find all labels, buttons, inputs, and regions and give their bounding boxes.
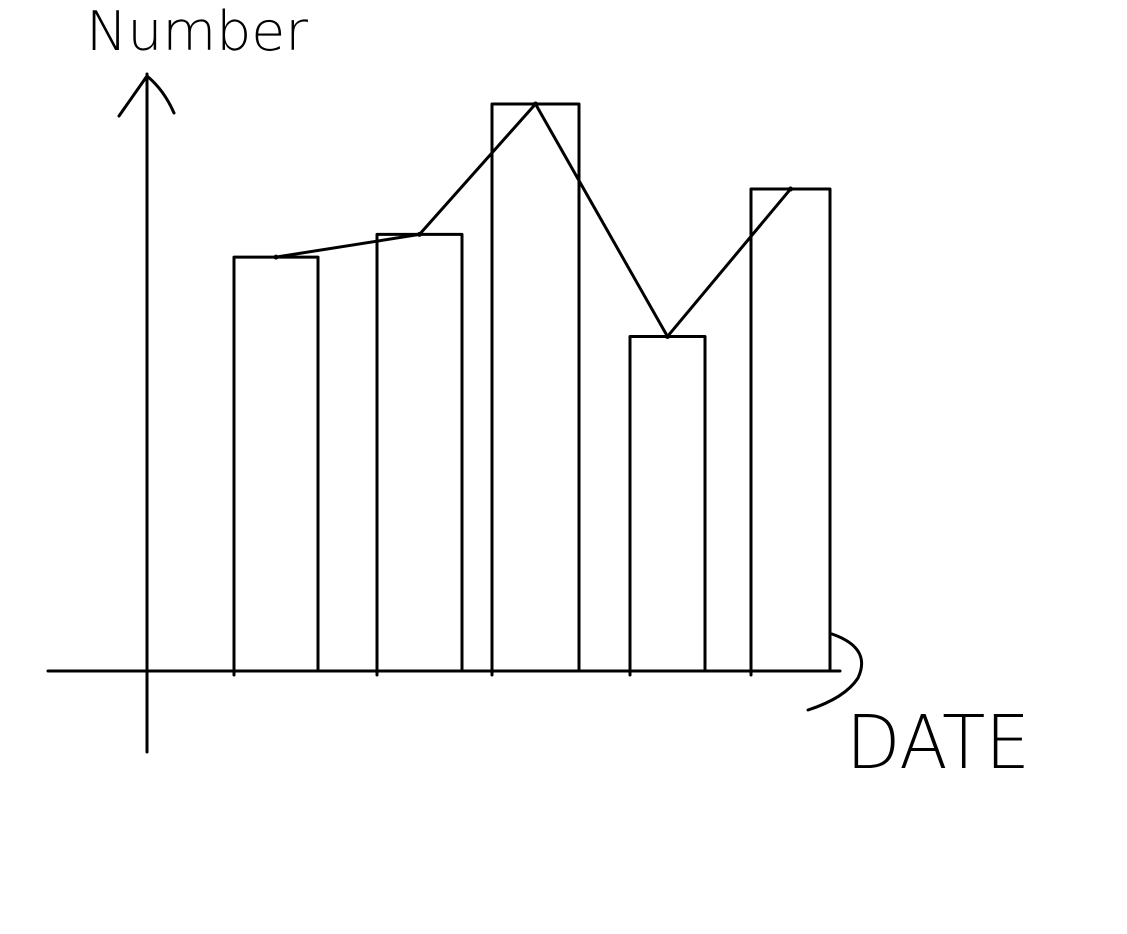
data-point: [533, 101, 538, 107]
y-axis-label: Number: [86, 0, 309, 63]
data-point: [665, 333, 670, 339]
x-axis: [46, 632, 864, 712]
bar: [628, 334, 707, 677]
series-line: [274, 102, 792, 338]
y-axis: [117, 72, 176, 754]
y-axis-arrow-icon: [117, 74, 176, 118]
bar: [490, 102, 581, 677]
data-point: [788, 186, 793, 192]
data-point: [273, 254, 279, 260]
bar: [375, 232, 464, 677]
line-series: [273, 101, 793, 339]
bar: [232, 255, 320, 677]
x-axis-arrow-icon: [806, 632, 864, 712]
bar-series: [232, 102, 832, 677]
bar: [749, 187, 832, 677]
data-point: [417, 231, 422, 237]
x-axis-label: DATE: [846, 700, 1030, 786]
